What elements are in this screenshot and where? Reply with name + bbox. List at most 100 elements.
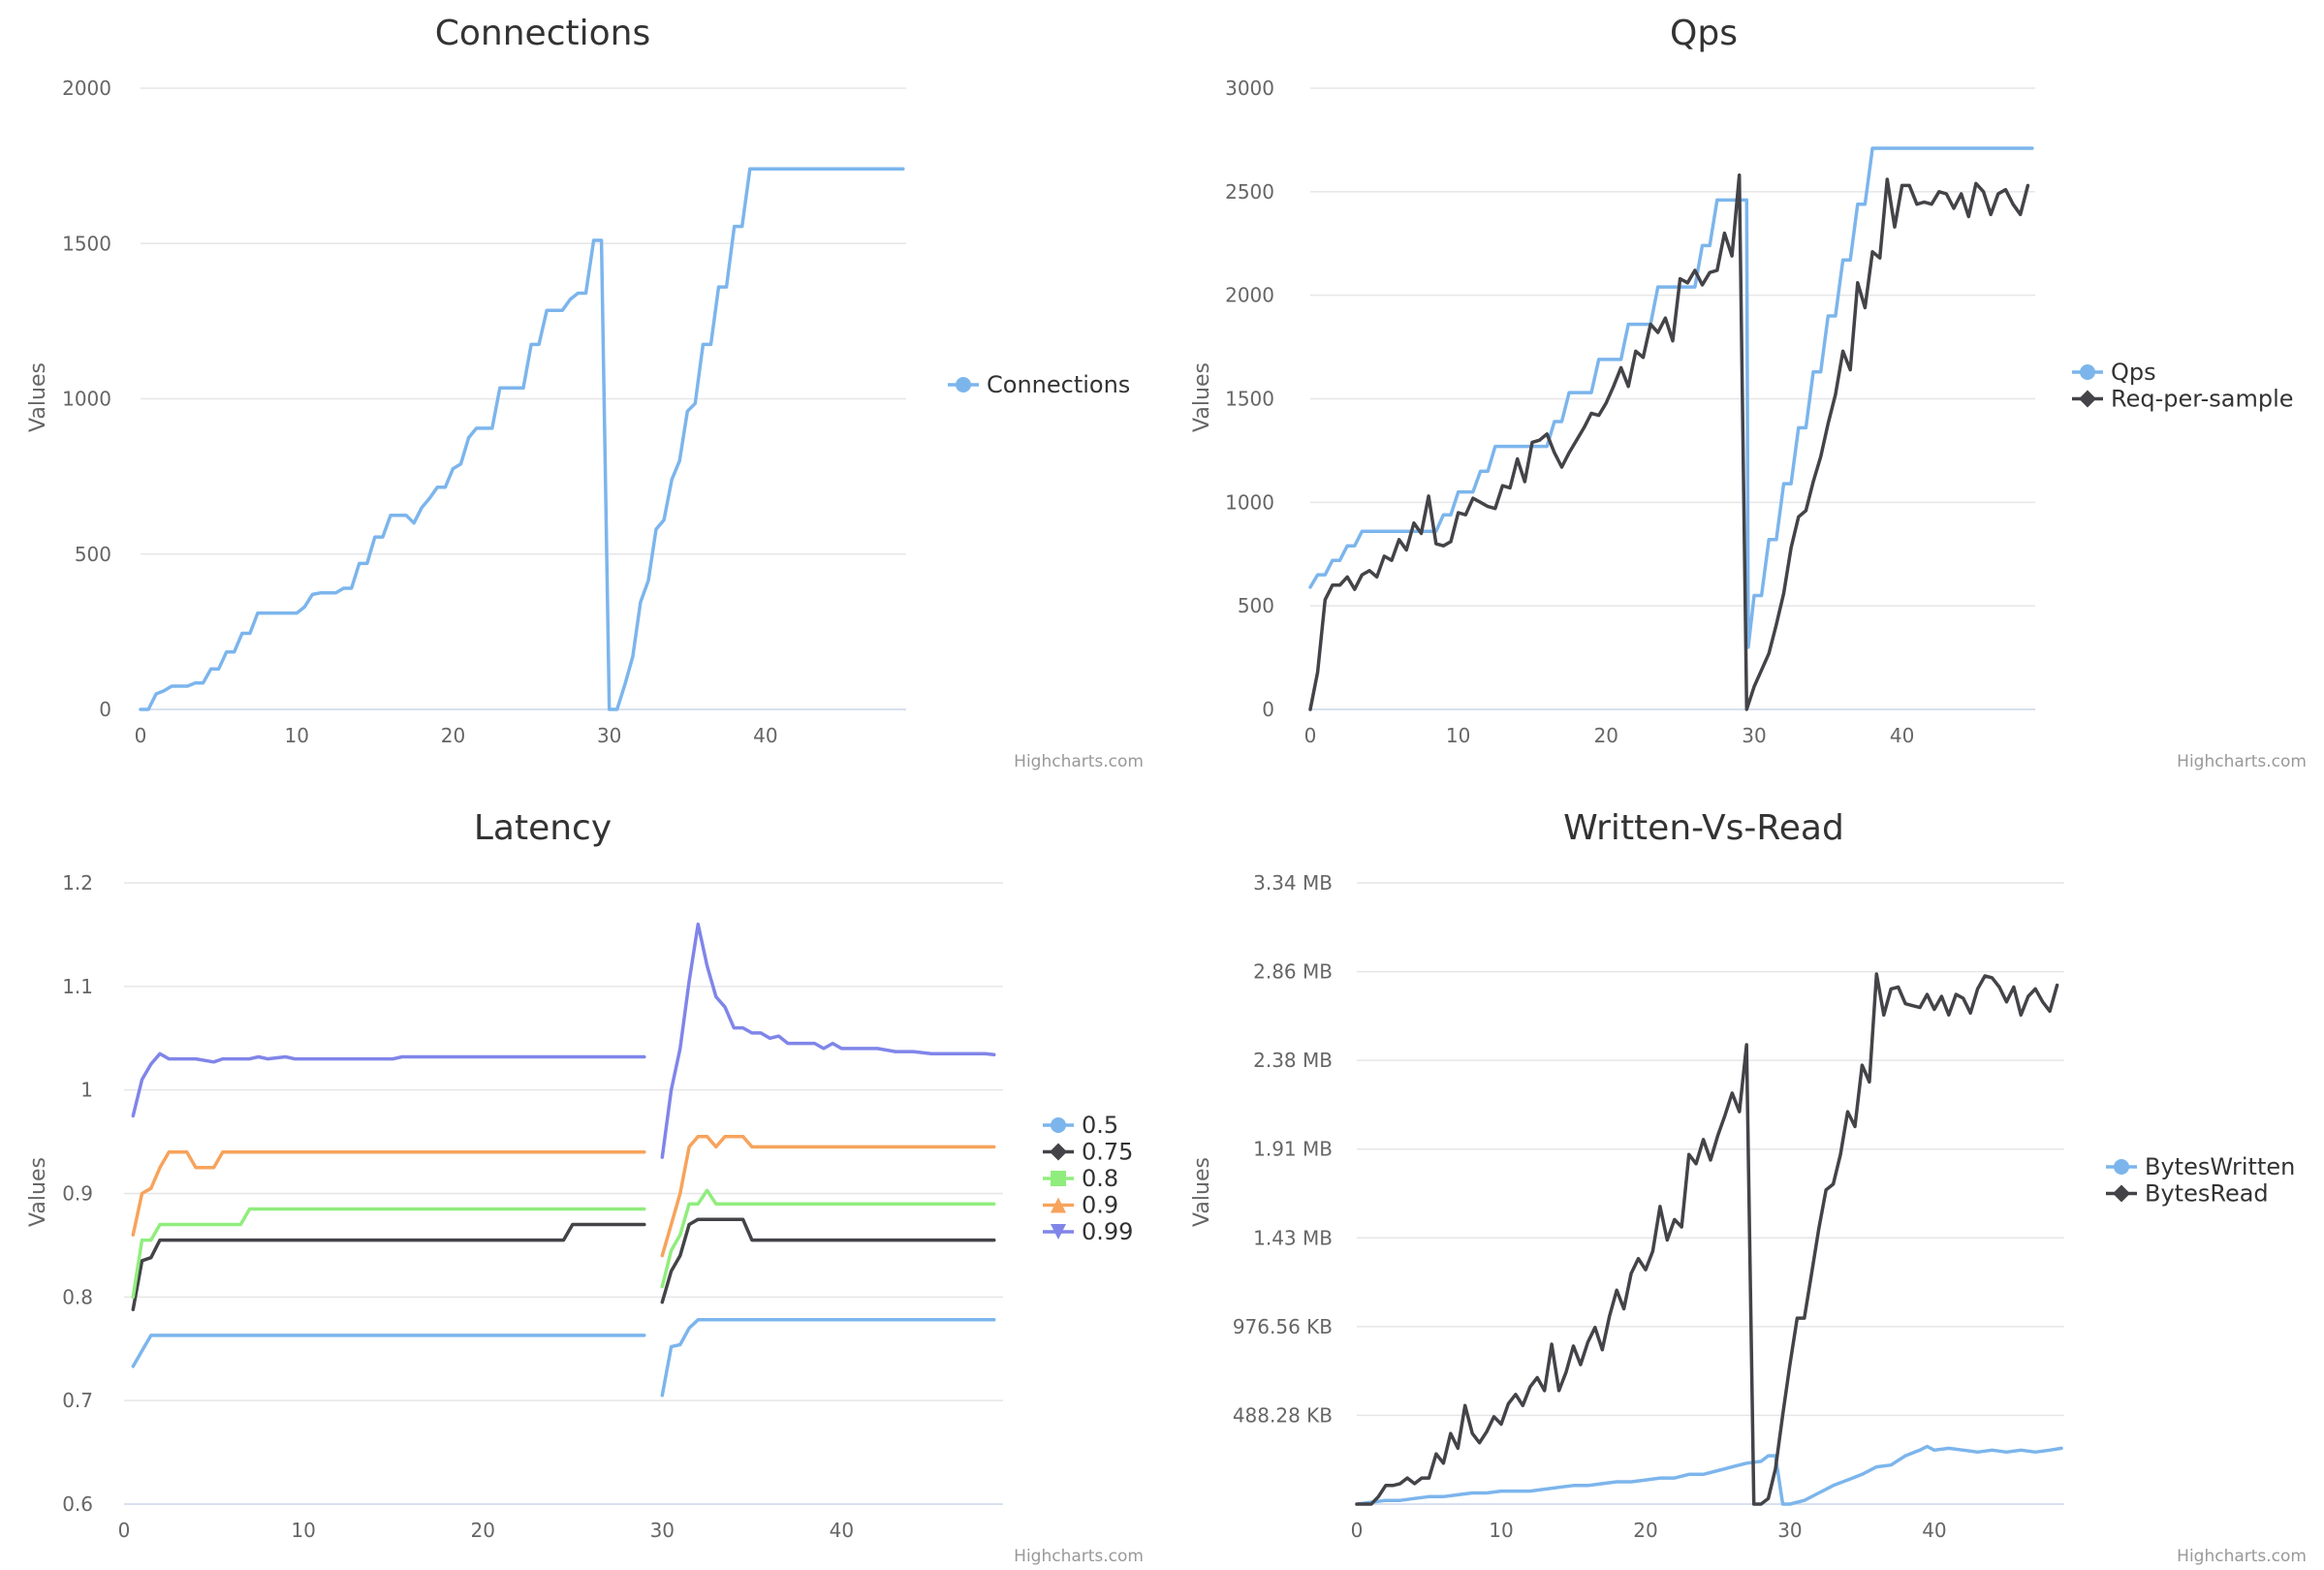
chart-title: Qps (1670, 14, 1738, 53)
y-axis-ticks: 488.28 KB 976.56 KB 1.43 MB 1.91 MB 2.38 MB 2… (1233, 871, 1333, 1427)
plot-series[interactable] (139, 167, 905, 711)
y-axis-title: Values (1190, 362, 1214, 432)
chart-connections: Connections Values 0 500 1000 1500 2000 0 10 2… (26, 14, 1144, 771)
series-line-0.8[interactable] (660, 1188, 996, 1289)
x-tick-label: 0 (1351, 1519, 1364, 1542)
x-tick-label: 10 (284, 724, 308, 747)
legend-label[interactable]: Req-per-sample (2111, 386, 2294, 413)
chart-qps: Qps Values 0 500 1000 1500 2000 2500 3000 0 10 2… (1190, 14, 2307, 771)
grid-lines (141, 87, 906, 710)
legend-marker-icon[interactable] (2079, 390, 2096, 408)
series-line-Qps[interactable] (1308, 146, 2034, 649)
y-tick-label: 1000 (62, 388, 111, 411)
legend-item-0.75[interactable]: 0.75 (1043, 1139, 1133, 1166)
legend-label[interactable]: 0.99 (1082, 1218, 1133, 1245)
x-tick-label: 40 (1890, 724, 1914, 747)
x-tick-label: 40 (753, 724, 777, 747)
legend[interactable]: Connections (948, 371, 1130, 398)
x-tick-label: 10 (291, 1519, 315, 1542)
legend-marker-icon[interactable] (2114, 1159, 2129, 1175)
legend-label[interactable]: BytesRead (2145, 1180, 2269, 1208)
y-tick-label: 3.34 MB (1253, 871, 1333, 895)
y-axis-title: Values (26, 362, 50, 432)
y-tick-label: 0 (99, 698, 111, 721)
y-tick-label: 0 (1262, 698, 1274, 721)
legend-marker-icon[interactable] (1051, 1117, 1066, 1133)
legend-label[interactable]: 0.8 (1082, 1165, 1118, 1192)
x-tick-label: 30 (650, 1519, 675, 1542)
legend-marker-icon[interactable] (1050, 1143, 1067, 1161)
credits-link[interactable]: Highcharts.com (2177, 752, 2307, 771)
legend-item-0.99[interactable]: 0.99 (1043, 1218, 1133, 1245)
y-tick-label: 1.1 (62, 975, 93, 998)
series-line-BytesWritten[interactable] (1355, 1444, 2063, 1506)
legend-item-Qps[interactable]: Qps (2072, 359, 2156, 386)
series-line-0.9[interactable] (660, 1134, 996, 1258)
y-tick-label: 0.7 (62, 1389, 93, 1412)
y-tick-label: 1.2 (62, 871, 93, 895)
plot-series[interactable] (1355, 972, 2063, 1506)
credits-link[interactable]: Highcharts.com (2177, 1547, 2307, 1566)
credits-link[interactable]: Highcharts.com (1014, 752, 1144, 771)
series-line-Connections[interactable] (139, 167, 905, 711)
y-tick-label: 2500 (1225, 180, 1274, 204)
legend-marker-icon[interactable] (1051, 1224, 1066, 1240)
y-tick-label: 1500 (1225, 388, 1274, 411)
legend-marker-icon[interactable] (1051, 1197, 1066, 1213)
y-tick-label: 2.86 MB (1253, 960, 1333, 984)
y-tick-label: 488.28 KB (1233, 1403, 1333, 1427)
series-line-0.75[interactable] (131, 1222, 646, 1311)
x-axis-ticks: 0 10 20 30 40 (1351, 1519, 1947, 1542)
legend-label[interactable]: 0.75 (1082, 1139, 1133, 1166)
chart-written-vs-read: Written-Vs-Read Values 488.28 KB 976.56 K… (1190, 808, 2307, 1566)
legend-marker-icon[interactable] (2080, 364, 2095, 380)
credits-link[interactable]: Highcharts.com (1014, 1547, 1144, 1566)
grid-lines (1310, 87, 2035, 710)
x-axis-ticks: 0 10 20 30 40 (118, 1519, 855, 1542)
y-tick-label: 1.91 MB (1253, 1138, 1333, 1161)
chart-latency: Latency Values 0.60.70.80.911.11.2 0 10 20… (26, 808, 1144, 1566)
series-line-Req-per-sample[interactable] (1308, 173, 2030, 711)
grid-lines (124, 882, 1003, 1505)
legend-label[interactable]: 0.5 (1082, 1112, 1118, 1139)
y-tick-label: 2000 (1225, 284, 1274, 307)
series-line-0.99[interactable] (131, 1052, 646, 1118)
x-tick-label: 40 (830, 1519, 854, 1542)
legend-label[interactable]: Qps (2111, 359, 2156, 386)
legend-marker-icon[interactable] (2113, 1184, 2130, 1203)
y-axis-ticks: 0.6 0.7 0.8 0.9 1 1.1 1.2 (62, 871, 93, 1516)
y-tick-label: 2000 (62, 77, 111, 100)
legend-item-Connections[interactable]: Connections (948, 371, 1130, 398)
legend-item-0.9[interactable]: 0.9 (1043, 1192, 1118, 1219)
legend[interactable]: 0.50.750.80.90.99 (1043, 1112, 1133, 1245)
x-tick-label: 0 (118, 1519, 131, 1542)
legend-label[interactable]: BytesWritten (2145, 1153, 2295, 1180)
series-line-0.99[interactable] (660, 922, 996, 1159)
series-line-0.8[interactable] (131, 1207, 646, 1300)
legend-item-BytesWritten[interactable]: BytesWritten (2106, 1153, 2295, 1180)
legend-item-Req-per-sample[interactable]: Req-per-sample (2072, 386, 2294, 413)
series-line-0.5[interactable] (660, 1318, 996, 1397)
series-line-0.75[interactable] (660, 1217, 996, 1304)
legend-label[interactable]: 0.9 (1082, 1192, 1118, 1219)
series-line-BytesRead[interactable] (1355, 972, 2059, 1506)
legend-item-BytesRead[interactable]: BytesRead (2106, 1180, 2269, 1208)
legend-item-0.5[interactable]: 0.5 (1043, 1112, 1118, 1139)
x-tick-label: 30 (1777, 1519, 1802, 1542)
series-line-0.5[interactable] (131, 1334, 646, 1368)
x-axis-ticks: 0 10 20 30 40 (135, 724, 778, 747)
legend-label[interactable]: Connections (987, 371, 1130, 398)
legend-item-0.8[interactable]: 0.8 (1043, 1165, 1118, 1192)
y-tick-label: 1000 (1225, 490, 1274, 514)
y-axis-ticks: 0 500 1000 1500 2000 2500 3000 (1225, 77, 1274, 721)
plot-series[interactable] (1308, 146, 2034, 711)
legend-marker-icon[interactable] (956, 377, 971, 392)
plot-series[interactable] (131, 922, 996, 1397)
x-tick-label: 40 (1922, 1519, 1946, 1542)
legend-marker-icon[interactable] (1051, 1171, 1066, 1186)
series-line-0.9[interactable] (131, 1150, 646, 1237)
x-tick-label: 30 (597, 724, 621, 747)
